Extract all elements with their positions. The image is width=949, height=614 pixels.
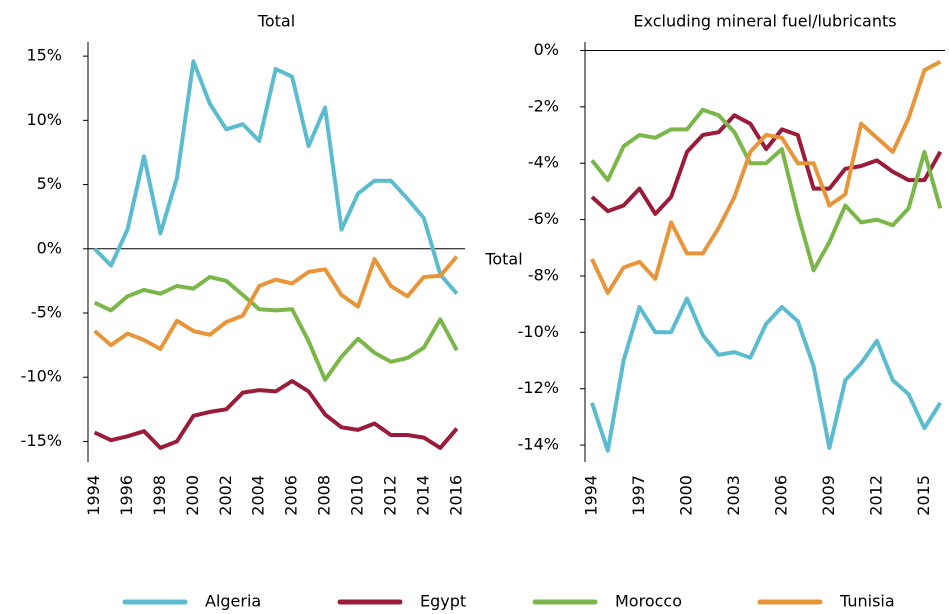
x-tick-label: 2008: [315, 475, 334, 516]
y-tick-label: -10%: [518, 322, 559, 341]
x-tick-label: 2004: [249, 475, 268, 516]
x-tick-label: 1994: [581, 475, 600, 516]
series-line: [93, 59, 459, 296]
y-tick-label: 15%: [26, 46, 62, 65]
x-tick-label: 2012: [866, 475, 885, 516]
y-tick-label: -5%: [31, 303, 62, 322]
y-tick-label: -15%: [21, 431, 62, 450]
x-tick-label: 2006: [771, 475, 790, 516]
y-tick-label: -4%: [528, 153, 559, 172]
x-tick-label: 1998: [150, 475, 169, 516]
series-line: [590, 296, 942, 453]
y-tick-label: 0%: [534, 40, 559, 59]
series-line: [93, 255, 459, 351]
legend-label: Egypt: [420, 592, 466, 611]
series-line: [590, 107, 943, 273]
y-tick-label: 0%: [37, 238, 62, 257]
series-line: [590, 113, 943, 216]
chart-title: Excluding mineral fuel/lubricants: [633, 12, 896, 31]
x-tick-label: 2002: [216, 475, 235, 516]
y-tick-label: 10%: [26, 110, 62, 129]
legend-label: Tunisia: [839, 592, 895, 611]
x-tick-label: 2000: [676, 475, 695, 516]
x-tick-label: 2015: [914, 475, 933, 516]
y-tick-label: -10%: [21, 367, 62, 386]
x-tick-label: 2016: [446, 475, 465, 516]
x-tick-label: 2009: [819, 475, 838, 516]
legend-label: Algeria: [205, 592, 261, 611]
x-tick-label: 2003: [724, 475, 743, 516]
x-tick-label: 2006: [282, 475, 301, 516]
x-tick-label: 1997: [629, 475, 648, 516]
y-tick-label: -8%: [528, 265, 559, 284]
x-tick-label: 2000: [183, 475, 202, 516]
series-line: [590, 59, 942, 295]
annotation: Total: [484, 250, 522, 269]
legend-label: Morocco: [615, 592, 682, 611]
y-tick-label: -12%: [518, 378, 559, 397]
series-line: [93, 379, 459, 450]
series-line: [93, 275, 459, 382]
x-tick-label: 2010: [347, 475, 366, 516]
x-tick-label: 2014: [413, 475, 432, 516]
y-tick-label: 5%: [37, 174, 62, 193]
chart-title: Total: [257, 12, 295, 31]
y-tick-label: -6%: [528, 209, 559, 228]
x-tick-label: 1996: [117, 475, 136, 516]
x-tick-label: 2012: [380, 475, 399, 516]
y-tick-label: -2%: [528, 96, 559, 115]
y-tick-label: -14%: [518, 435, 559, 454]
x-tick-label: 1994: [84, 475, 103, 516]
